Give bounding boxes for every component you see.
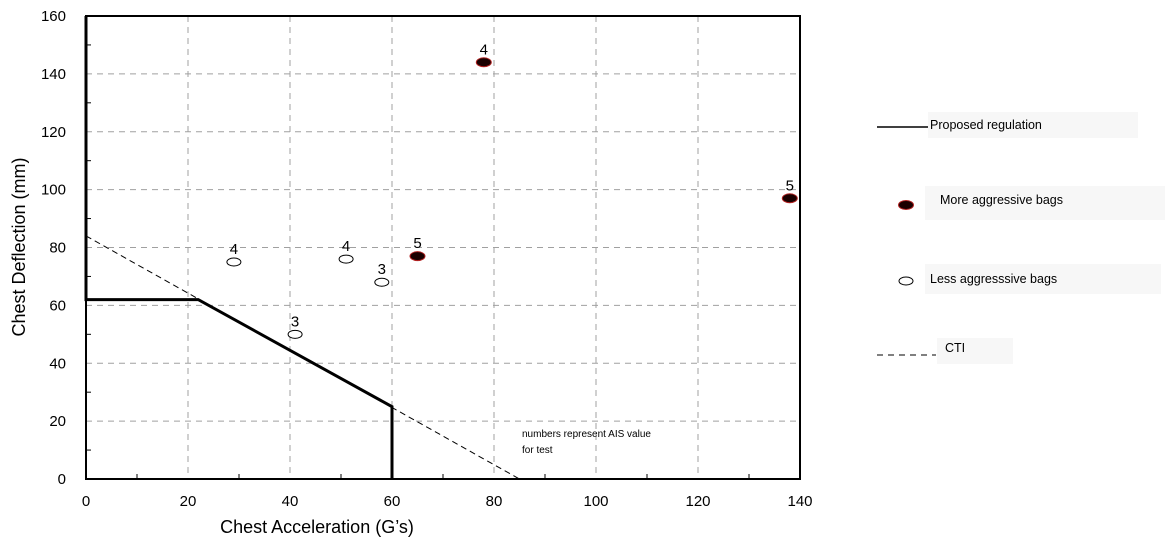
ais-value-label: 4: [230, 241, 238, 258]
less-aggressive-point: [226, 257, 242, 267]
x-tick-label: 100: [583, 493, 608, 510]
legend-swatch-less-aggressive: [898, 276, 914, 286]
x-tick-label: 140: [787, 493, 812, 510]
legend-background-more: [925, 186, 1165, 220]
legend: Proposed regulation More aggressive bags…: [877, 118, 1063, 356]
x-tick-label: 80: [486, 493, 503, 510]
x-tick-label: 120: [685, 493, 710, 510]
ais-value-label: 3: [378, 261, 386, 278]
y-axis-title: Chest Deflection (mm): [9, 157, 29, 336]
more-aggressive-point: [781, 193, 798, 204]
y-tick-label: 140: [41, 66, 66, 83]
legend-background-less: [925, 264, 1161, 294]
minor-ticks: [86, 44, 750, 479]
proposed-regulation-line: [84, 16, 394, 479]
legend-swatch-more-aggressive: [898, 200, 914, 210]
legend-background-regulation: [928, 112, 1138, 138]
annotation-line-2: for test: [522, 445, 553, 456]
legend-label-cti: CTI: [945, 341, 965, 355]
less-aggressive-point: [374, 277, 390, 287]
legend-label-less-aggressive: Less aggresssive bags: [930, 272, 1057, 286]
x-tick-label: 60: [384, 493, 401, 510]
x-axis-title: Chest Acceleration (G’s): [220, 517, 414, 537]
ais-value-label: 5: [413, 235, 421, 252]
less-aggressive-point: [287, 329, 303, 339]
y-tick-label: 80: [49, 240, 66, 257]
data-points: 4 5 5 4 4 3 3: [226, 41, 798, 339]
less-aggressive-point: [338, 254, 354, 264]
y-tick-label: 60: [49, 297, 66, 314]
y-tick-label: 100: [41, 182, 66, 199]
y-tick-label: 160: [41, 8, 66, 25]
ais-value-label: 3: [291, 313, 299, 330]
x-tick-label: 20: [180, 493, 197, 510]
legend-background-cti: [937, 338, 1013, 364]
more-aggressive-point: [475, 57, 492, 68]
ais-value-label: 5: [786, 177, 794, 194]
legend-label-regulation: Proposed regulation: [930, 118, 1042, 132]
more-aggressive-point: [409, 251, 426, 262]
y-tick-label: 20: [49, 413, 66, 430]
y-axis-ticks: 0 20 40 60 80 100 120 140 160: [41, 8, 66, 488]
y-tick-label: 40: [49, 355, 66, 372]
annotation-line-1: numbers represent AIS value: [522, 429, 651, 440]
grid-lines: [86, 16, 800, 479]
cti-line: [85, 235, 520, 480]
x-tick-label: 40: [282, 493, 299, 510]
series-lines: [84, 16, 520, 480]
legend-label-more-aggressive: More aggressive bags: [940, 193, 1063, 207]
x-axis-ticks: 0 20 40 60 80 100 120 140: [82, 493, 813, 510]
y-tick-label: 0: [58, 471, 66, 488]
ais-value-label: 4: [480, 41, 488, 58]
y-tick-label: 120: [41, 124, 66, 141]
x-tick-label: 0: [82, 493, 90, 510]
ais-value-label: 4: [342, 238, 350, 255]
